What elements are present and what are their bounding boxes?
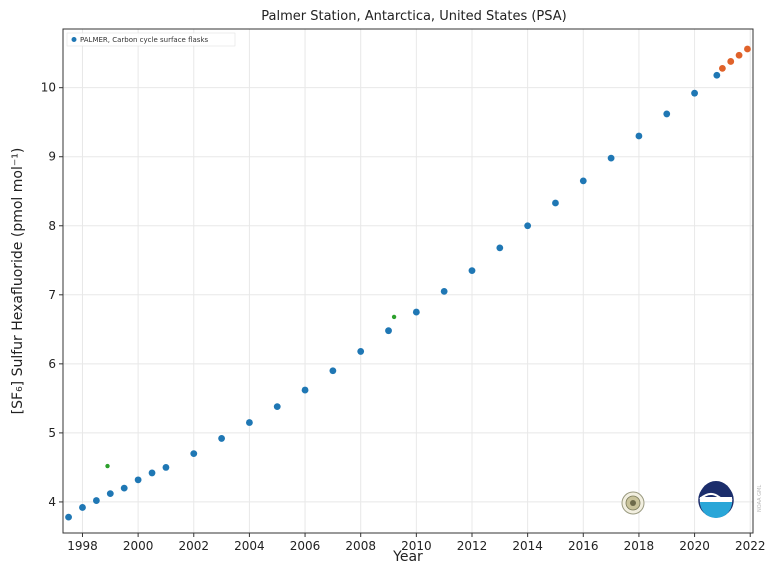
y-tick-label: 7 [48, 288, 56, 302]
y-tick-label: 8 [48, 219, 56, 233]
x-axis-title: Year [392, 549, 423, 565]
y-tick-label: 9 [48, 150, 56, 164]
ticks [59, 87, 751, 537]
legend-box [66, 32, 236, 47]
data-point [79, 504, 86, 511]
x-tick-label: 2016 [568, 539, 599, 553]
x-tick-label: 2006 [290, 539, 321, 553]
data-point [65, 513, 72, 521]
x-tick-label: 2008 [345, 539, 376, 553]
data-point [301, 386, 309, 394]
data-point [579, 177, 587, 185]
chart-title: Palmer Station, Antarctica, United State… [261, 9, 566, 24]
data-point [691, 89, 698, 97]
y-axis-title: [SF₆] Sulfur Hexafluoride (pmol mol⁻¹) [10, 148, 26, 415]
x-tick-label: 2014 [512, 539, 543, 553]
data-point [391, 314, 397, 320]
data-point [148, 469, 156, 477]
data-point [273, 403, 281, 411]
legend: PALMER, Carbon cycle surface flasks [66, 32, 236, 47]
y-tick-labels: 4 5 6 7 8 9 10 [41, 81, 56, 509]
legend-marker [71, 37, 77, 42]
data-point [329, 367, 337, 375]
y-tick-label: 6 [48, 357, 56, 371]
data-point [440, 287, 448, 295]
data-point [727, 58, 735, 65]
x-tick-label: 2010 [401, 539, 432, 553]
institution-seal-icon [621, 491, 645, 515]
data-point [162, 464, 170, 471]
x-tick-label: 2022 [735, 539, 766, 553]
data-point [552, 199, 559, 207]
x-tick-label: 1998 [67, 539, 98, 553]
data-point [468, 267, 476, 275]
series-layer [65, 45, 751, 521]
series-2 [105, 314, 397, 469]
data-point [106, 490, 114, 498]
y-tick-label: 10 [41, 81, 56, 95]
noaa-logo-icon [698, 481, 734, 518]
series-0 [65, 71, 721, 521]
x-tick-label: 2000 [123, 539, 154, 553]
y-tick-label: 5 [48, 426, 56, 440]
data-point [635, 132, 643, 140]
plot-area [62, 28, 754, 534]
x-tick-label: 2020 [679, 539, 710, 553]
data-point [412, 308, 420, 316]
data-point [105, 463, 110, 469]
series-1 [718, 45, 751, 72]
data-point [735, 51, 743, 59]
data-point [744, 45, 751, 53]
data-point [218, 435, 225, 442]
watermark: NOAA GML [757, 485, 763, 512]
data-point [385, 327, 392, 335]
data-point [718, 64, 726, 72]
data-point [607, 154, 615, 162]
x-tick-label: 2004 [234, 539, 265, 553]
data-point [134, 476, 142, 484]
data-point [524, 222, 532, 230]
data-point [496, 244, 504, 252]
data-point [713, 71, 721, 79]
data-point [190, 450, 198, 458]
data-point [357, 348, 365, 355]
grid [63, 29, 753, 533]
x-tick-label: 2002 [178, 539, 209, 553]
y-tick-label: 4 [48, 495, 56, 509]
x-tick-label: 2012 [457, 539, 488, 553]
legend-label: PALMER, Carbon cycle surface flasks [80, 36, 208, 44]
data-point [92, 497, 100, 504]
data-point [120, 484, 128, 492]
x-tick-label: 2018 [624, 539, 655, 553]
data-point [246, 419, 253, 426]
x-tick-labels: 1998 2000 2002 2004 2006 2008 2010 2012 2014 2016… [67, 539, 765, 553]
data-point [663, 110, 671, 118]
